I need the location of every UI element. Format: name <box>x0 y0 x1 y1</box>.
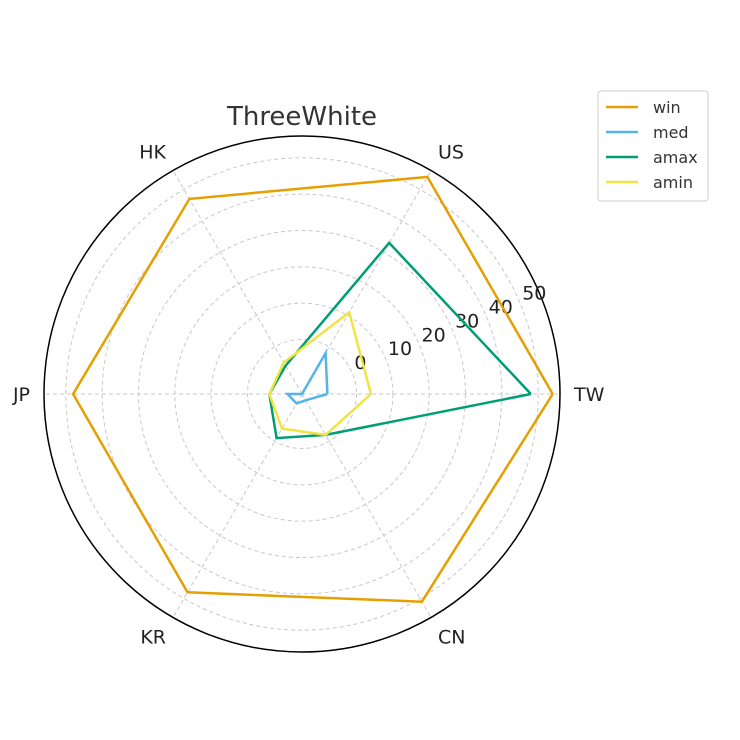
polar-grid <box>43 135 561 653</box>
category-label: HK <box>139 141 166 163</box>
chart-title: ThreeWhite <box>226 102 377 132</box>
radial-tick-label: 30 <box>455 310 479 332</box>
legend-label-amin: amin <box>653 173 693 192</box>
grid-spoke <box>172 393 303 618</box>
radial-tick-label: 40 <box>489 297 513 319</box>
category-label: TW <box>573 384 605 406</box>
grid-spoke <box>172 170 303 395</box>
radial-tick-label: 10 <box>388 338 412 360</box>
category-label: US <box>438 141 464 163</box>
grid-spoke <box>301 393 432 618</box>
grid-ring-10 <box>210 302 394 486</box>
series-lines <box>71 175 554 603</box>
legend-label-med: med <box>653 123 689 142</box>
series-line-win <box>71 175 554 603</box>
legend-box <box>597 90 709 202</box>
series-line-amin <box>267 310 373 437</box>
category-labels: TW US HK JP KR CN <box>12 141 605 648</box>
grid-ring-50 <box>65 157 539 631</box>
outer-ring <box>43 135 561 653</box>
category-label: CN <box>438 627 465 649</box>
category-label: KR <box>140 627 166 649</box>
grid-ring-0 <box>246 338 358 450</box>
legend-label-win: win <box>653 98 681 117</box>
category-label: JP <box>12 384 30 406</box>
radial-tick-label: 50 <box>522 283 546 305</box>
legend: win med amax amin <box>597 90 709 202</box>
radial-tick-label: 20 <box>422 324 446 346</box>
legend-label-amax: amax <box>653 148 698 167</box>
series-line-med <box>284 348 329 405</box>
